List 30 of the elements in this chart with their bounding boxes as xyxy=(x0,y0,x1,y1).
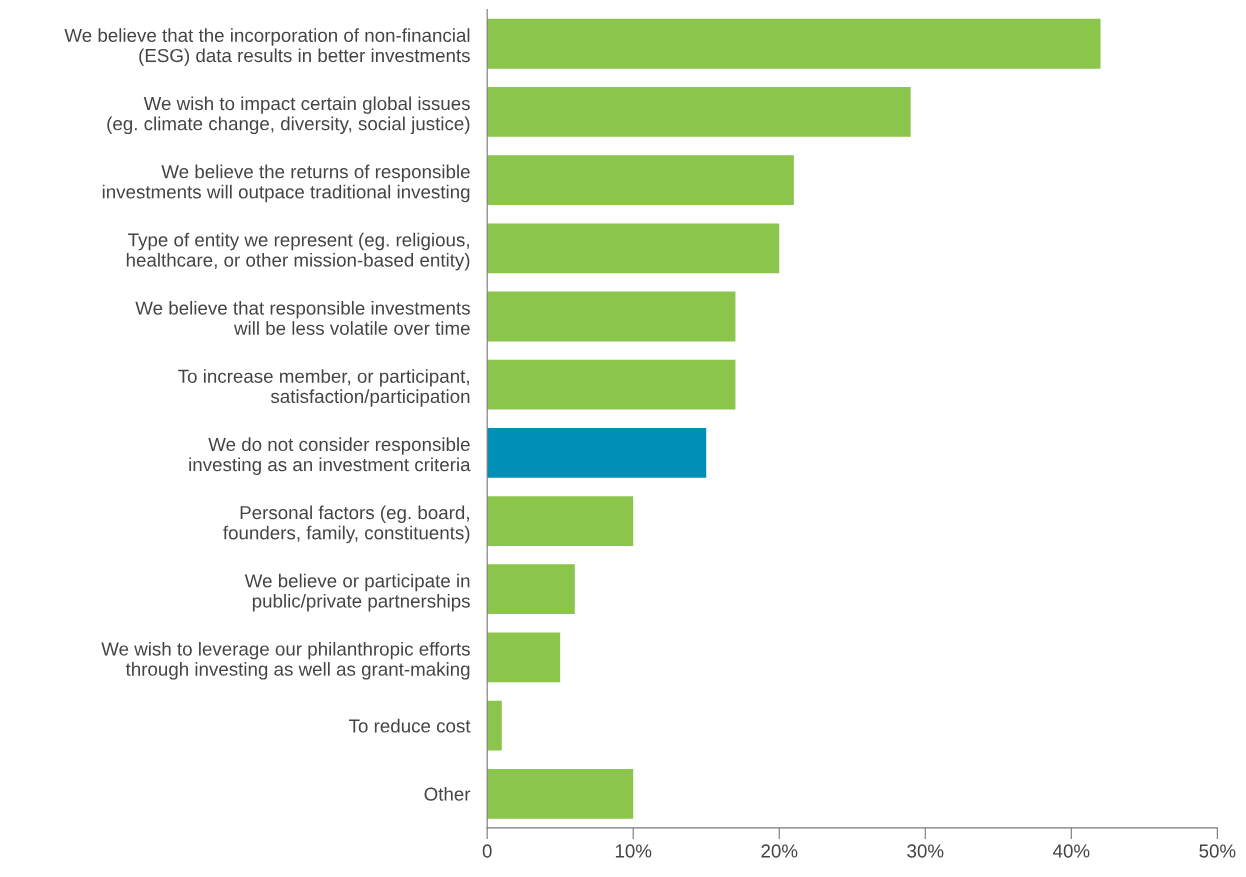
y-tick-label: To reduce cost xyxy=(349,718,471,733)
bar xyxy=(487,496,634,546)
bar xyxy=(487,427,707,478)
bar xyxy=(487,87,911,137)
x-tick-label: 10% xyxy=(615,844,652,858)
bar xyxy=(487,632,561,683)
bar xyxy=(487,359,736,410)
bar xyxy=(487,700,502,751)
y-tick-label: We wish to leverage our philanthropic efforts through investing as well as grant-making xyxy=(101,641,470,680)
bar xyxy=(487,768,634,819)
x-tick-label: 0 xyxy=(482,844,492,858)
y-tick-label: Personal factors (eg. board, founders, family, constituents) xyxy=(223,505,470,544)
x-tick-label: 30% xyxy=(907,844,944,858)
y-tick-label: We believe or participate in public/private partnerships xyxy=(244,573,470,612)
x-tick-label: 50% xyxy=(1199,844,1236,858)
y-tick-label: We do not consider responsible investing as an investment criteria xyxy=(189,437,471,475)
bar xyxy=(487,18,1101,69)
y-tick-label: Other xyxy=(424,787,471,801)
bar xyxy=(487,291,736,342)
y-tick-label: To increase member, or participant, satisfaction/participation xyxy=(178,369,470,407)
bar xyxy=(487,155,794,205)
y-tick-label: We believe that responsible investments will be less volatile over time xyxy=(135,300,470,335)
bar xyxy=(487,223,780,274)
y-tick-label: We believe the returns of responsible investments will outpace traditional investing xyxy=(102,164,470,203)
y-tick-label: We wish to impact certain global issues (eg. climate change, diversity, social justice) xyxy=(107,96,470,135)
x-tick-label: 20% xyxy=(761,844,798,858)
x-tick-label: 40% xyxy=(1052,844,1090,858)
y-tick-label: We believe that the incorporation of non-financial (ESG) data results in better investments xyxy=(64,28,470,66)
y-tick-label: Type of entity we represent (eg. religious, healthcare, or other mission-based entity) xyxy=(126,232,470,271)
bar xyxy=(487,564,575,615)
